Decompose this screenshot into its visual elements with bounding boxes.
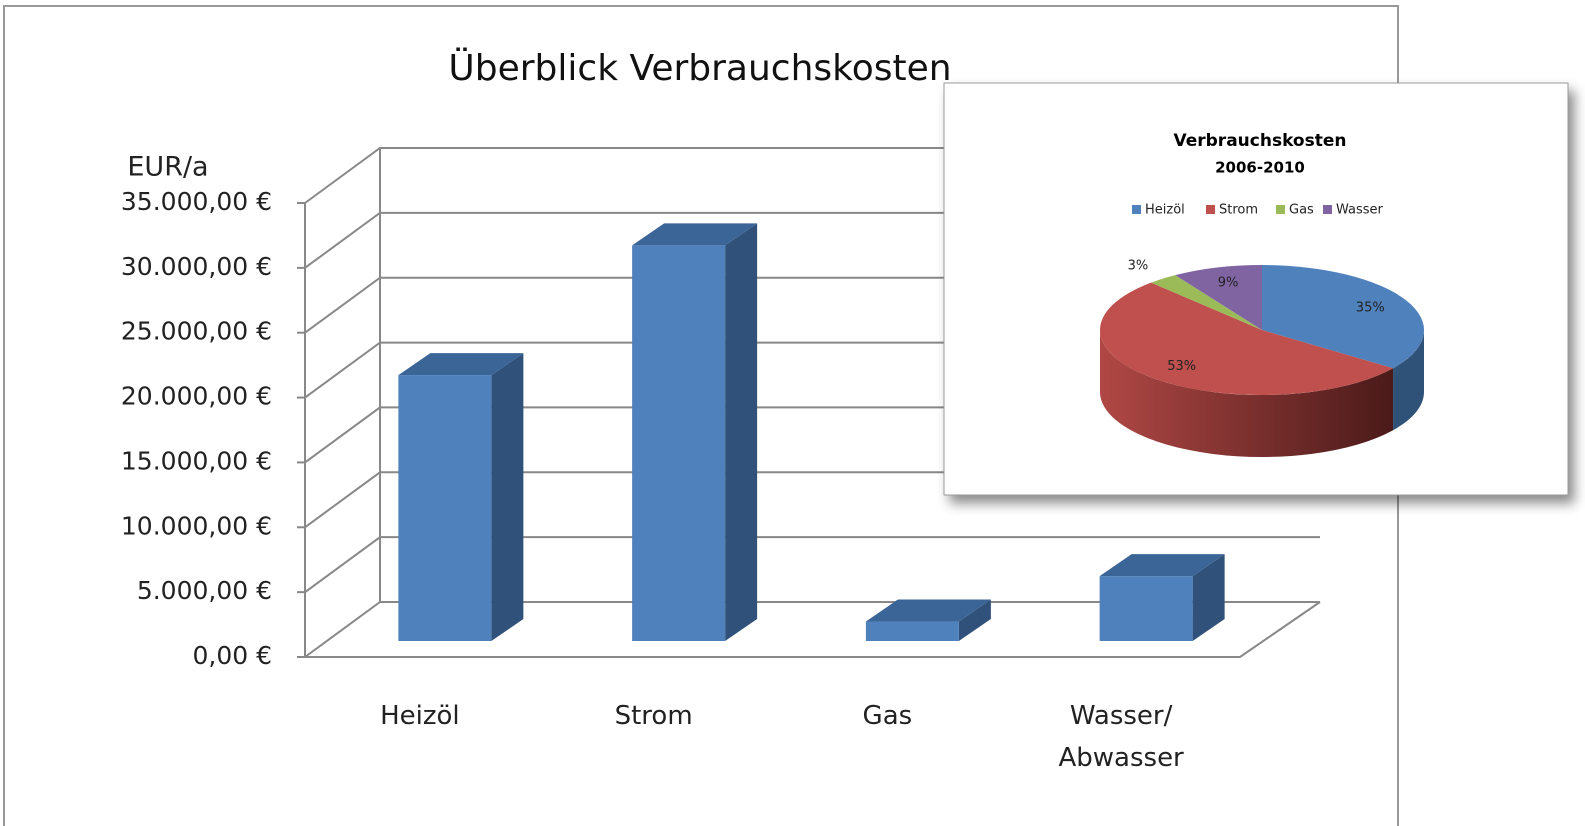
legend-swatch [1206, 205, 1215, 214]
legend-label: Strom [1219, 203, 1258, 218]
legend-label: Gas [1289, 203, 1314, 218]
grid-line [304, 536, 1320, 593]
x-tick-label: Strom [614, 701, 693, 731]
legend-swatch [1132, 205, 1141, 214]
y-tick-label: 15.000,00 € [121, 446, 272, 475]
pie-slice [1100, 282, 1394, 395]
pie-subtitle: 2006-2010 [1215, 159, 1305, 177]
legend-label: Heizöl [1145, 203, 1185, 218]
legend-label: Wasser [1336, 203, 1384, 218]
y-axis-label: EUR/a [127, 152, 208, 183]
y-tick-label: 30.000,00 € [121, 252, 272, 281]
bar-side [491, 353, 524, 641]
legend-swatch [1323, 205, 1332, 214]
bar [865, 621, 959, 641]
pie-slice [1151, 275, 1262, 330]
bar-side [725, 223, 758, 641]
bar-top [632, 223, 758, 246]
y-tick-label: 35.000,00 € [121, 187, 272, 216]
bar-side [1192, 554, 1225, 641]
pie-side [1100, 330, 1394, 458]
bar [398, 375, 492, 641]
legend-swatch [1276, 205, 1285, 214]
bar-top [1099, 554, 1225, 577]
x-tick-label: Heizöl [380, 701, 460, 731]
y-tick-label: 25.000,00 € [121, 317, 272, 346]
data-label: 9% [1218, 276, 1239, 291]
y-tick-label: 5.000,00 € [137, 576, 272, 605]
y-tick-label: 20.000,00 € [121, 382, 272, 411]
floor-edge [305, 601, 1321, 658]
y-tick-label: 0,00 € [192, 641, 272, 670]
x-tick-label: Wasser/ Abwasser [1058, 701, 1184, 773]
data-label: 53% [1167, 359, 1196, 374]
x-tick-label: Gas [862, 701, 913, 731]
bar [632, 245, 726, 641]
data-label: 3% [1128, 258, 1149, 273]
y-tick-label: 10.000,00 € [121, 511, 272, 540]
bar-top [865, 599, 991, 622]
pie-side [1393, 330, 1424, 431]
bar-side [958, 599, 991, 641]
chart-title: Überblick Verbrauchskosten [448, 47, 951, 89]
data-label: 35% [1356, 300, 1385, 315]
bar-top [398, 353, 524, 376]
pie-title: Verbrauchskosten [1174, 131, 1347, 151]
pie-slice [1175, 265, 1262, 330]
pie-slice [1262, 265, 1425, 369]
grid-line [304, 601, 1320, 658]
bar [1099, 576, 1193, 641]
